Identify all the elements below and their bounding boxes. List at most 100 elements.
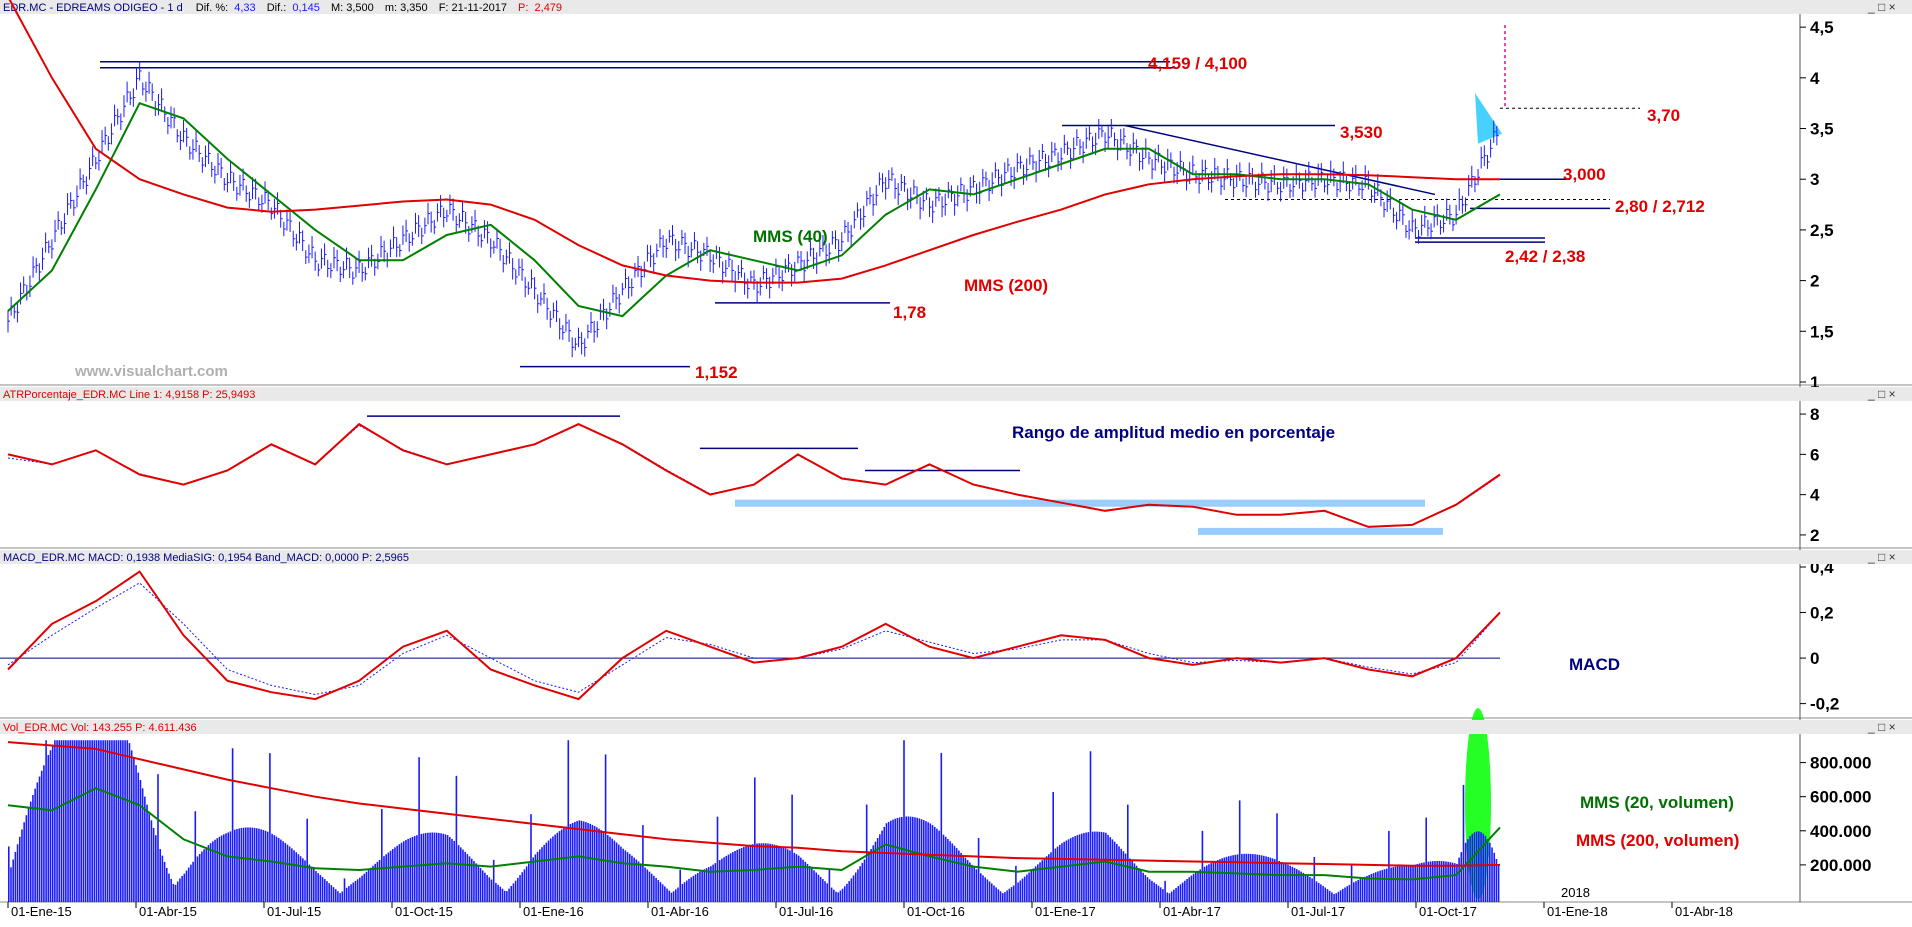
volume-bar [534, 854, 537, 902]
volume-bar [354, 880, 357, 902]
volume-bar [345, 887, 348, 902]
volume-bar [284, 842, 287, 902]
volume-bar [1339, 890, 1342, 902]
volume-bar [1208, 864, 1210, 902]
dif-label: Dif.: [267, 2, 287, 14]
volume-bar [758, 843, 760, 902]
volume-bar [71, 740, 74, 902]
annotation-280: 2,80 / 2,712 [1615, 197, 1705, 216]
volume-bar [1065, 840, 1068, 902]
volume-bar [1407, 865, 1410, 902]
volume-bar [1247, 853, 1250, 902]
volume-bar [659, 882, 662, 902]
atr-window-buttons[interactable]: _ □ × [1867, 387, 1896, 401]
volume-bar [1423, 862, 1425, 902]
volume-bar [1469, 836, 1471, 902]
volume-bar [396, 845, 398, 902]
volume-bar [604, 754, 607, 902]
volume-bar [1278, 860, 1280, 902]
volume-bar [1048, 854, 1050, 902]
volume-bar [1107, 834, 1109, 902]
volume-bar [1313, 856, 1316, 902]
volume-bar [1309, 876, 1311, 902]
volume-bar [1056, 846, 1059, 902]
volume-bar [857, 869, 859, 902]
volume-bar [1486, 838, 1489, 902]
volume-bar [705, 868, 708, 902]
volume-bar [391, 849, 394, 902]
volume-bar [264, 830, 267, 902]
volume-bar [999, 891, 1002, 902]
volume-bar [1383, 869, 1386, 902]
volume-bar [1267, 856, 1270, 902]
price-y-tick: 2,5 [1810, 221, 1834, 240]
volume-bar [628, 853, 631, 902]
volume-bar [723, 857, 725, 902]
volume-bar [80, 740, 83, 902]
volume-window-buttons[interactable]: _ □ × [1867, 720, 1896, 734]
volume-bar [1034, 866, 1037, 902]
volume-bar [655, 877, 657, 902]
volume-bar [780, 846, 782, 902]
volume-bar [54, 740, 56, 902]
volume-bar [1280, 861, 1283, 902]
volume-bar [1322, 885, 1324, 902]
volume-bar [488, 877, 491, 902]
volume-bar [692, 875, 695, 902]
volume-bar [477, 865, 480, 902]
volume-bar [106, 740, 109, 902]
volume-y-tick: 600.000 [1810, 788, 1871, 807]
volume-bar [435, 832, 438, 902]
macd-signal-line [7, 582, 1501, 696]
atr-y-tick: 8 [1810, 405, 1819, 424]
volume-bar [135, 765, 137, 902]
atr-y-tick: 4 [1810, 486, 1820, 505]
volume-bar [931, 825, 934, 902]
volume-bar [34, 788, 36, 902]
volume-bar [1320, 884, 1322, 902]
volume-bar [124, 740, 126, 902]
volume-bar [1212, 862, 1215, 902]
volume-bar [1368, 874, 1370, 902]
macd-window-buttons[interactable]: _ □ × [1867, 550, 1896, 564]
volume-bar [238, 828, 240, 902]
volume-bar [326, 881, 328, 902]
price-window-buttons[interactable]: _ □ × [1867, 0, 1896, 14]
volume-bar [971, 864, 973, 902]
volume-bar [1372, 873, 1375, 902]
volume-bar [1028, 872, 1030, 902]
volume-bar [144, 796, 146, 902]
volume-bar [457, 845, 460, 902]
volume-bar [789, 850, 791, 902]
volume-bar [86, 740, 89, 902]
volume-bar [288, 846, 291, 902]
volume-bar [133, 757, 135, 902]
volume-bar [308, 864, 311, 902]
volume-bar [14, 851, 17, 902]
volume-bar [36, 782, 39, 902]
volume-bar [1348, 884, 1351, 902]
volume-bar [499, 886, 502, 902]
volume-bar [497, 884, 499, 902]
volume-bar [317, 873, 319, 902]
volume-bar [806, 863, 809, 902]
volume-bar [1080, 833, 1083, 902]
volume-bar [556, 832, 559, 902]
volume-bar [942, 834, 945, 902]
volume-bar [1293, 867, 1296, 902]
volume-bar [591, 824, 594, 902]
volume-bar [1113, 841, 1116, 902]
volume-bar [172, 883, 175, 902]
volume-bar [89, 740, 91, 902]
volume-bar [207, 845, 210, 902]
volume-bar [484, 872, 486, 902]
volume-bar [240, 828, 243, 902]
volume-bar [574, 821, 576, 902]
volume-bar [1418, 863, 1421, 902]
volume-bar [734, 850, 736, 902]
volume-bar [23, 822, 25, 902]
volume-bar [429, 832, 431, 902]
volume-bar [1295, 869, 1298, 902]
volume-bar [1254, 854, 1256, 902]
